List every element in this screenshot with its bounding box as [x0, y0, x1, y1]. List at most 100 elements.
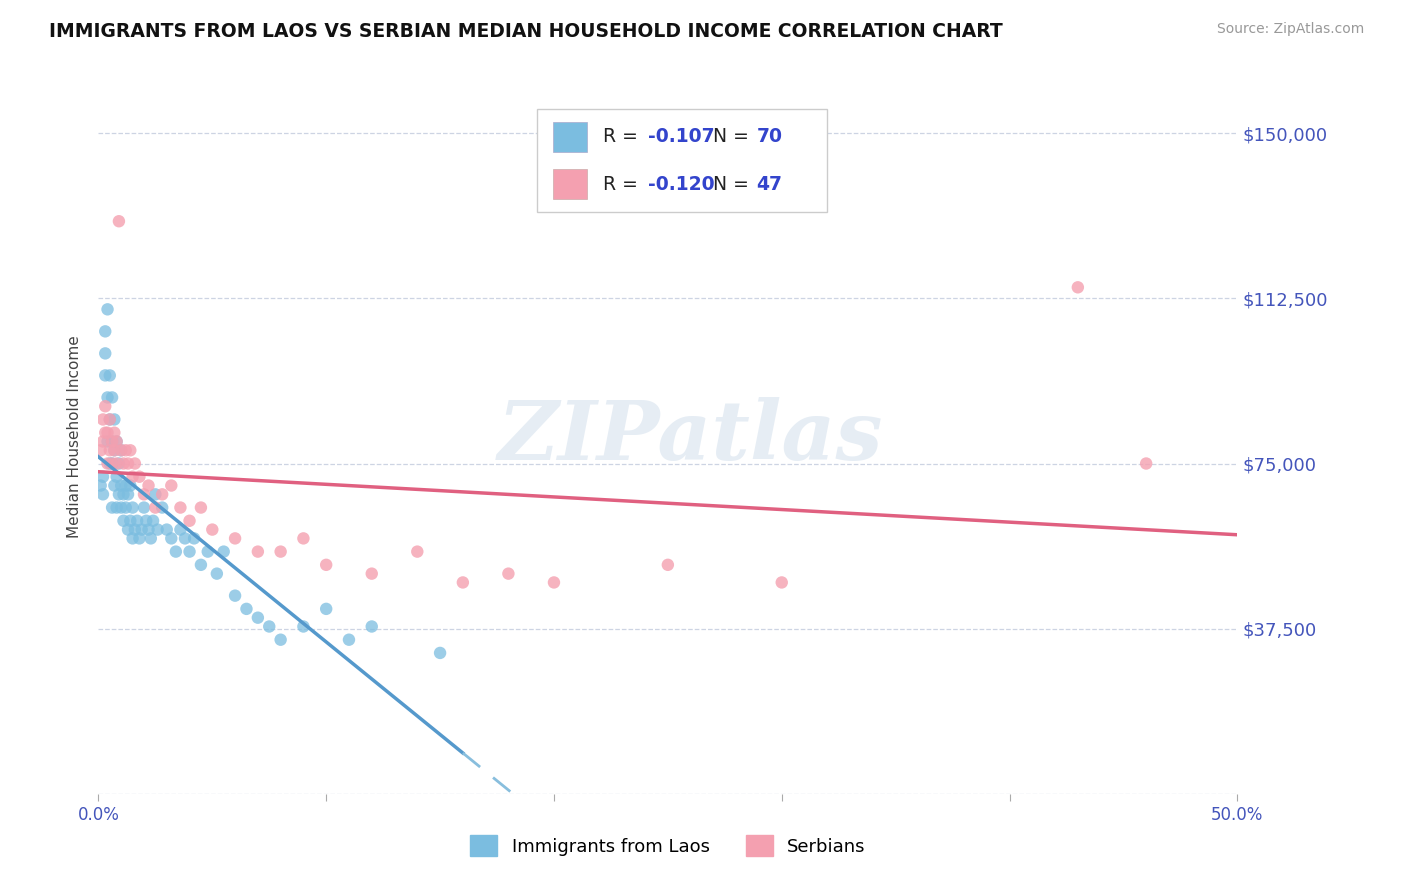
Point	[270, 544, 292, 558]
Point	[292, 619, 315, 633]
Point	[145, 500, 167, 515]
Point	[131, 523, 153, 537]
Point	[120, 478, 142, 492]
Point	[657, 558, 679, 572]
Point	[145, 487, 167, 501]
Text: -0.107: -0.107	[648, 128, 716, 146]
Text: N =: N =	[713, 128, 755, 146]
Text: ZIPatlas: ZIPatlas	[498, 397, 883, 477]
Point	[94, 324, 117, 338]
Point	[165, 544, 187, 558]
Point	[190, 558, 212, 572]
Point	[270, 632, 292, 647]
Point	[121, 500, 143, 515]
Point	[138, 523, 160, 537]
Point	[94, 425, 117, 440]
Point	[96, 434, 118, 449]
Point	[429, 646, 451, 660]
Point	[101, 500, 124, 515]
Point	[498, 566, 520, 581]
Point	[94, 346, 117, 360]
Point	[146, 523, 169, 537]
Point	[98, 457, 121, 471]
Point	[150, 500, 173, 515]
Point	[90, 478, 112, 492]
Point	[98, 412, 121, 426]
Point	[1067, 280, 1090, 294]
Point	[543, 575, 565, 590]
Text: 70: 70	[756, 128, 783, 146]
Point	[98, 443, 121, 458]
Text: -0.120: -0.120	[648, 175, 716, 194]
Text: Source: ZipAtlas.com: Source: ZipAtlas.com	[1216, 22, 1364, 37]
Point	[105, 457, 128, 471]
Point	[112, 457, 135, 471]
Point	[138, 478, 160, 492]
Point	[139, 532, 162, 546]
Point	[315, 602, 337, 616]
Point	[101, 434, 124, 449]
Text: N =: N =	[713, 175, 755, 194]
Point	[169, 500, 191, 515]
Point	[156, 523, 179, 537]
Point	[179, 544, 201, 558]
Point	[96, 391, 118, 405]
Point	[360, 566, 382, 581]
Point	[770, 575, 793, 590]
Point	[105, 434, 128, 449]
Point	[103, 412, 125, 426]
Point	[110, 500, 132, 515]
Point	[179, 514, 201, 528]
Point	[197, 544, 219, 558]
Point	[315, 558, 337, 572]
Point	[121, 469, 143, 483]
Point	[224, 589, 246, 603]
Point	[360, 619, 382, 633]
Point	[101, 391, 124, 405]
Point	[212, 544, 235, 558]
Point	[117, 457, 139, 471]
Point	[110, 443, 132, 458]
Point	[135, 514, 157, 528]
Text: 47: 47	[756, 175, 783, 194]
Point	[121, 532, 143, 546]
Point	[96, 425, 118, 440]
Point	[132, 500, 155, 515]
Point	[117, 487, 139, 501]
Point	[246, 610, 269, 624]
Point	[174, 532, 197, 546]
Point	[108, 487, 131, 501]
Point	[406, 544, 429, 558]
Point	[124, 523, 146, 537]
Point	[259, 619, 281, 633]
Text: IMMIGRANTS FROM LAOS VS SERBIAN MEDIAN HOUSEHOLD INCOME CORRELATION CHART: IMMIGRANTS FROM LAOS VS SERBIAN MEDIAN H…	[49, 22, 1002, 41]
Point	[120, 443, 142, 458]
Point	[292, 532, 315, 546]
Point	[91, 487, 114, 501]
Point	[98, 412, 121, 426]
Point	[105, 500, 128, 515]
Point	[205, 566, 228, 581]
Y-axis label: Median Household Income: Median Household Income	[67, 335, 83, 539]
Point	[132, 487, 155, 501]
Point	[103, 443, 125, 458]
Point	[108, 457, 131, 471]
Point	[117, 523, 139, 537]
Point	[114, 443, 136, 458]
Point	[190, 500, 212, 515]
Point	[235, 602, 257, 616]
Point	[103, 478, 125, 492]
Point	[94, 368, 117, 383]
Point	[91, 434, 114, 449]
Point	[150, 487, 173, 501]
Point	[127, 514, 149, 528]
Text: R =: R =	[603, 175, 644, 194]
Point	[108, 214, 131, 228]
Point	[103, 443, 125, 458]
Point	[101, 457, 124, 471]
Point	[183, 532, 205, 546]
Point	[101, 457, 124, 471]
Point	[112, 487, 135, 501]
Point	[112, 514, 135, 528]
Point	[337, 632, 360, 647]
